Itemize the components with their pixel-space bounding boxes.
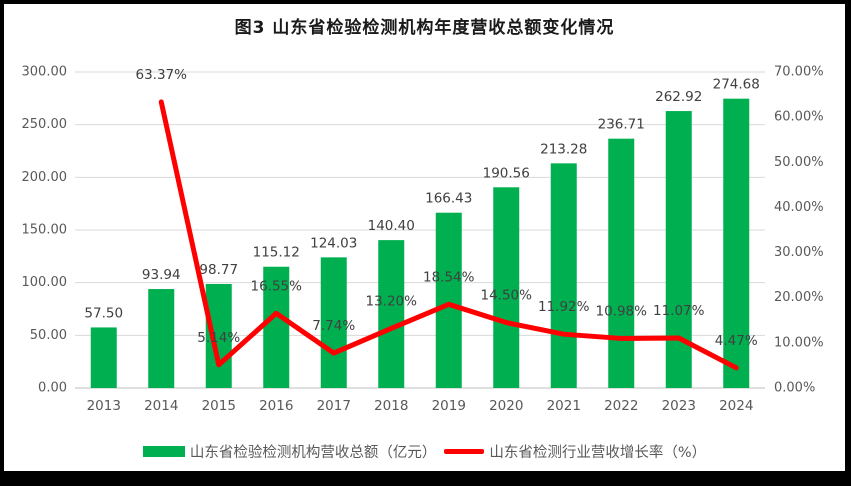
line-label: 11.92% (538, 299, 590, 315)
line-label: 10.98% (596, 303, 648, 319)
bar-label: 236.71 (598, 117, 645, 133)
line-label: 5.14% (197, 330, 240, 346)
bar-label: 98.77 (199, 262, 238, 278)
x-axis-label: 2013 (87, 398, 121, 414)
left-axis-tick: 100.00 (22, 275, 68, 290)
legend-bar-swatch (142, 446, 185, 457)
bar-label: 213.28 (540, 141, 587, 157)
x-axis-label: 2019 (432, 398, 466, 414)
x-axis-label: 2014 (144, 398, 178, 414)
bar[interactable] (550, 163, 577, 388)
right-axis-tick: 50.00% (774, 155, 824, 170)
bar-label: 262.92 (655, 89, 702, 105)
left-axis-tick: 300.00 (22, 65, 68, 80)
bar-label: 93.94 (142, 267, 181, 283)
bar[interactable] (263, 266, 290, 388)
right-axis-tick: 30.00% (774, 245, 824, 260)
bar-label: 115.12 (253, 245, 300, 261)
bar-label: 140.40 (368, 218, 415, 234)
bar[interactable] (90, 327, 117, 388)
chart-canvas: 图3 山东省检验检测机构年度营收总额变化情况 0.00 50.00 100.00 15… (4, 4, 845, 471)
x-axis-label: 2016 (259, 398, 293, 414)
legend-bar-label: 山东省检验检测机构营收总额（亿元） (189, 445, 437, 461)
right-axis-tick: 0.00% (774, 381, 815, 396)
right-axis-tick: 20.00% (774, 290, 824, 305)
bar[interactable] (665, 111, 692, 388)
bar-label: 57.50 (84, 305, 123, 321)
right-axis-tick: 60.00% (774, 110, 824, 125)
left-axis-tick: 150.00 (22, 223, 68, 238)
legend-item-growth[interactable]: 山东省检测行业营收增长率（%） (444, 441, 706, 462)
left-axis-tick: 0.00 (38, 381, 67, 396)
legend-item-revenue[interactable]: 山东省检验检测机构营收总额（亿元） (142, 441, 437, 462)
x-axis-label: 2022 (604, 398, 638, 414)
left-axis-tick: 200.00 (22, 170, 68, 185)
line-label: 4.47% (715, 333, 758, 349)
chart-svg: 0.00 50.00 100.00 150.00 200.00 250.00 300.00 0… (22, 65, 824, 415)
bar[interactable] (435, 212, 462, 388)
bar[interactable] (493, 187, 520, 388)
line-label: 18.54% (423, 269, 475, 285)
right-axis-tick: 10.00% (774, 335, 824, 350)
x-axis-label: 2020 (489, 398, 523, 414)
line-label: 7.74% (312, 318, 355, 334)
legend-line-label: 山东省检测行业营收增长率（%） (489, 445, 707, 461)
bar[interactable] (608, 138, 635, 388)
left-axis-tick: 50.00 (30, 328, 67, 343)
x-axis-label: 2024 (719, 398, 753, 414)
line-label: 13.20% (366, 293, 418, 309)
legend-line-swatch (444, 449, 485, 454)
line-label: 16.55% (251, 278, 303, 294)
x-axis-label: 2018 (374, 398, 408, 414)
line-label: 63.37% (136, 67, 188, 83)
x-axis-label: 2017 (317, 398, 351, 414)
bar[interactable] (320, 257, 347, 388)
bar-label: 166.43 (425, 191, 472, 207)
right-axis-tick: 40.00% (774, 200, 824, 215)
bar-label: 274.68 (713, 77, 760, 93)
chart-title: 图3 山东省检验检测机构年度营收总额变化情况 (234, 18, 615, 38)
x-axis-label: 2021 (547, 398, 581, 414)
legend: 山东省检验检测机构营收总额（亿元） 山东省检测行业营收增长率（%） (4, 441, 845, 462)
growth-line[interactable] (158, 99, 739, 371)
left-axis-tick: 250.00 (22, 117, 68, 132)
line-label: 11.07% (653, 303, 705, 319)
bar[interactable] (378, 240, 405, 388)
right-axis-tick: 70.00% (774, 65, 824, 80)
bar[interactable] (148, 289, 175, 388)
x-axis-label: 2023 (662, 398, 696, 414)
line-label: 14.50% (481, 288, 533, 304)
x-axis-label: 2015 (202, 398, 236, 414)
bar[interactable] (723, 98, 750, 388)
bar-label: 124.03 (310, 235, 357, 251)
bar-label: 190.56 (483, 165, 530, 181)
